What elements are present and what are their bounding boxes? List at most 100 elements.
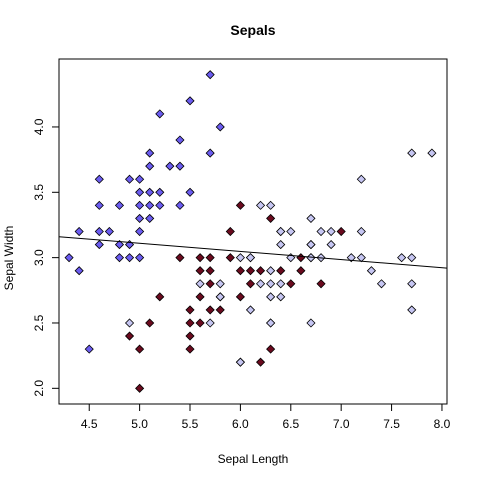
- data-point-1-31: [266, 344, 276, 354]
- data-point-2-34: [366, 266, 376, 276]
- data-point-1-3: [145, 318, 155, 328]
- data-point-2-41: [427, 148, 437, 158]
- data-point-0-4: [94, 240, 104, 250]
- data-point-1-10: [195, 318, 205, 328]
- data-point-1-29: [255, 357, 266, 367]
- data-point-0-26: [155, 200, 165, 210]
- data-point-1-25: [235, 200, 245, 210]
- data-point-2-24: [306, 240, 316, 250]
- data-point-2-30: [346, 253, 356, 263]
- data-point-0-18: [135, 200, 145, 210]
- data-point-1-15: [205, 279, 215, 289]
- data-point-0-29: [165, 161, 175, 171]
- data-point-0-14: [124, 174, 135, 184]
- data-point-1-18: [215, 305, 225, 315]
- data-point-2-7: [245, 305, 256, 315]
- x-tick-label-3: 6.0: [232, 417, 249, 431]
- data-point-2-11: [266, 318, 276, 328]
- data-point-2-17: [276, 279, 286, 289]
- data-point-2-0: [124, 318, 135, 328]
- data-point-1-20: [225, 253, 235, 263]
- data-point-2-21: [286, 226, 296, 237]
- data-point-1-23: [235, 292, 245, 302]
- x-tick-label-4: 6.5: [282, 417, 299, 431]
- data-point-2-13: [266, 279, 276, 289]
- data-point-1-27: [245, 266, 256, 276]
- data-point-0-24: [145, 161, 155, 171]
- y-tick-label-1: 2.5: [32, 314, 46, 331]
- data-point-2-40: [407, 148, 417, 158]
- data-point-0-34: [185, 96, 195, 106]
- data-point-0-15: [135, 253, 145, 263]
- data-point-0-12: [124, 253, 135, 263]
- data-point-0-2: [74, 226, 84, 237]
- data-point-2-10: [255, 200, 266, 210]
- data-points: [64, 70, 437, 393]
- data-point-0-0: [64, 253, 74, 263]
- data-point-2-39: [407, 253, 417, 263]
- data-point-2-5: [235, 357, 245, 367]
- data-point-2-9: [255, 279, 266, 289]
- data-point-2-18: [276, 240, 286, 250]
- data-point-2-28: [326, 240, 336, 250]
- data-point-1-5: [175, 253, 185, 263]
- data-point-0-9: [114, 253, 125, 263]
- data-point-2-37: [407, 305, 417, 315]
- data-point-0-11: [114, 200, 125, 210]
- data-point-1-38: [296, 253, 306, 263]
- data-point-1-0: [124, 331, 135, 341]
- data-point-0-36: [205, 70, 215, 80]
- data-point-2-1: [195, 279, 205, 289]
- x-axis-label: Sepal Length: [218, 452, 289, 466]
- data-point-2-2: [205, 318, 215, 328]
- x-tick-label-6: 7.5: [383, 417, 400, 431]
- data-point-2-22: [306, 318, 316, 328]
- data-point-2-4: [215, 279, 225, 289]
- data-point-1-17: [205, 253, 215, 263]
- data-point-2-14: [266, 266, 276, 276]
- data-point-0-35: [205, 148, 215, 158]
- x-tick-label-7: 8.0: [434, 417, 451, 431]
- data-point-0-10: [114, 240, 125, 250]
- data-point-2-32: [356, 226, 366, 237]
- data-point-0-37: [215, 122, 225, 132]
- x-axis: 4.5 5.0 5.5 6.0 6.5 7.0 7.5 8.0: [81, 403, 451, 431]
- data-point-2-16: [276, 292, 286, 302]
- data-point-2-31: [356, 253, 366, 263]
- data-point-2-33: [356, 174, 366, 184]
- data-point-1-13: [195, 253, 205, 263]
- x-tick-label-5: 7.0: [333, 417, 350, 431]
- data-point-2-38: [407, 279, 417, 289]
- data-point-2-23: [306, 253, 316, 263]
- y-tick-label-0: 2.0: [32, 380, 46, 397]
- data-point-2-27: [316, 226, 326, 237]
- data-point-1-24: [235, 266, 245, 276]
- y-tick-label-4: 4.0: [32, 118, 46, 135]
- data-point-0-6: [94, 200, 104, 210]
- data-point-1-7: [185, 331, 195, 341]
- data-point-2-29: [326, 226, 336, 237]
- data-point-0-30: [175, 200, 185, 210]
- data-point-0-28: [155, 109, 165, 119]
- data-point-1-21: [225, 226, 235, 237]
- data-point-0-21: [145, 213, 155, 223]
- data-point-2-15: [266, 200, 276, 210]
- data-point-1-6: [185, 344, 195, 354]
- data-point-1-12: [195, 266, 205, 276]
- y-tick-label-3: 3.5: [32, 184, 46, 201]
- data-point-1-30: [255, 266, 266, 276]
- data-point-0-8: [104, 226, 114, 237]
- x-tick-label-1: 5.0: [131, 417, 148, 431]
- data-point-0-17: [135, 213, 145, 223]
- data-point-1-8: [185, 318, 195, 328]
- data-point-1-36: [286, 279, 296, 289]
- data-point-1-37: [296, 266, 306, 276]
- data-point-0-5: [94, 226, 104, 237]
- y-axis-label: Sepal Width: [2, 226, 16, 291]
- data-point-1-16: [205, 266, 215, 276]
- data-point-1-42: [336, 226, 346, 237]
- data-point-1-41: [316, 279, 326, 289]
- data-point-0-22: [145, 200, 155, 210]
- y-axis: 2.0 2.5 3.0 3.5 4.0: [32, 118, 60, 397]
- data-point-0-27: [155, 187, 165, 197]
